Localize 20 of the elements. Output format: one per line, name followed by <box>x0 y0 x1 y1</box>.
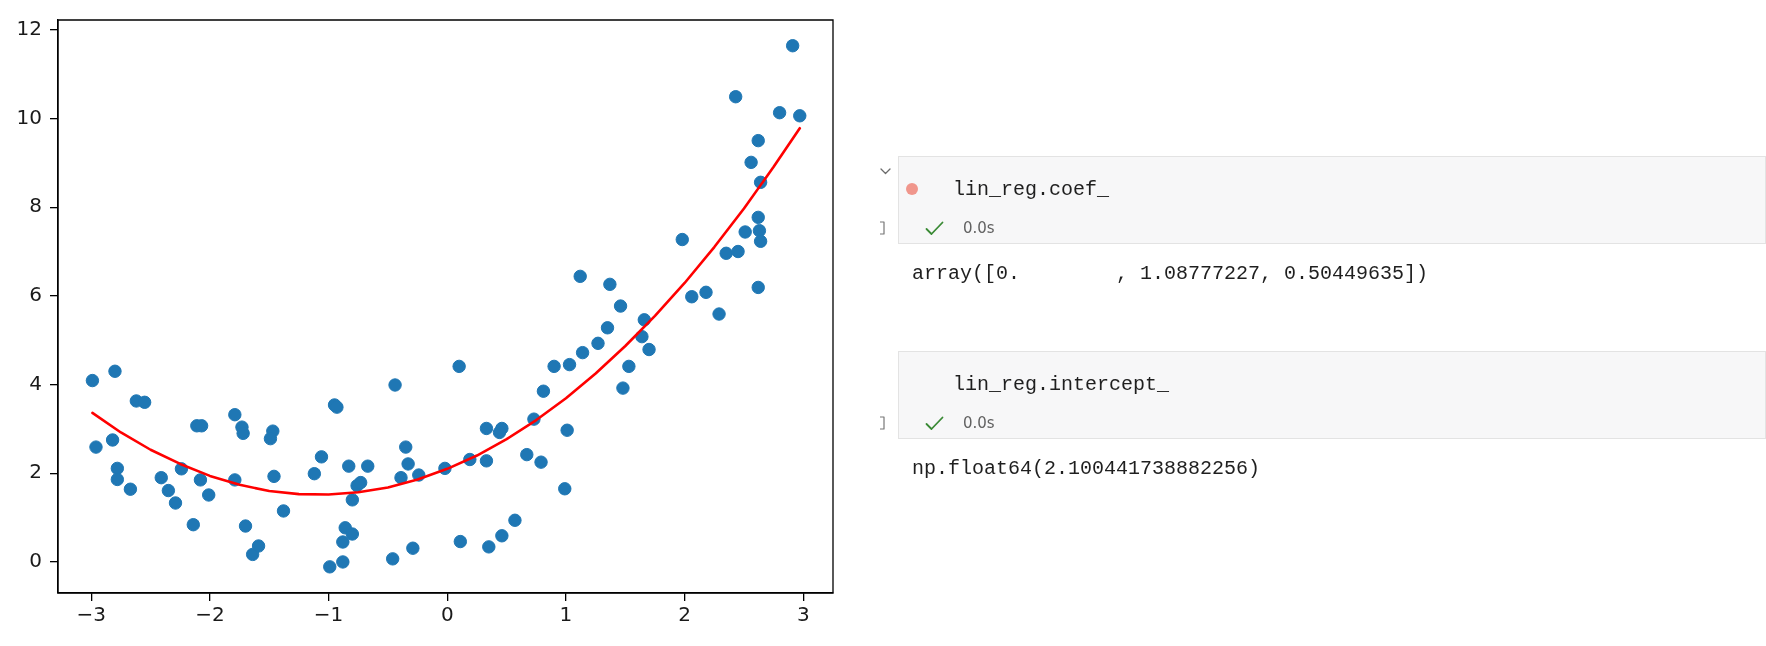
x-tick-label: −2 <box>195 602 225 627</box>
x-tick-label: 3 <box>796 602 810 627</box>
x-tick-label: −1 <box>313 602 344 627</box>
text: 0.0s <box>963 219 995 237</box>
y-tick-label: 12 <box>16 15 42 40</box>
x-tick-label: 0 <box>440 602 454 627</box>
text: lin_reg.coef_ <box>953 178 1110 202</box>
y-tick-label: 2 <box>29 459 42 484</box>
text: lin_reg.intercept_ <box>953 373 1170 397</box>
y-tick-label: 0 <box>29 548 42 573</box>
x-tick-label: 2 <box>678 602 692 627</box>
x-tick-label: 1 <box>559 602 573 627</box>
y-tick-label: 10 <box>16 104 42 129</box>
text: array([0. , 1.08777227, 0.50449635]) <box>912 262 1429 286</box>
y-tick-label: 4 <box>29 370 42 395</box>
x-tick-label: −3 <box>76 602 106 627</box>
y-tick-label: 6 <box>29 282 42 307</box>
y-tick-label: 8 <box>29 193 42 218</box>
text: 0.0s <box>963 414 995 432</box>
text: np.float64(2.100441738882256) <box>912 457 1261 481</box>
